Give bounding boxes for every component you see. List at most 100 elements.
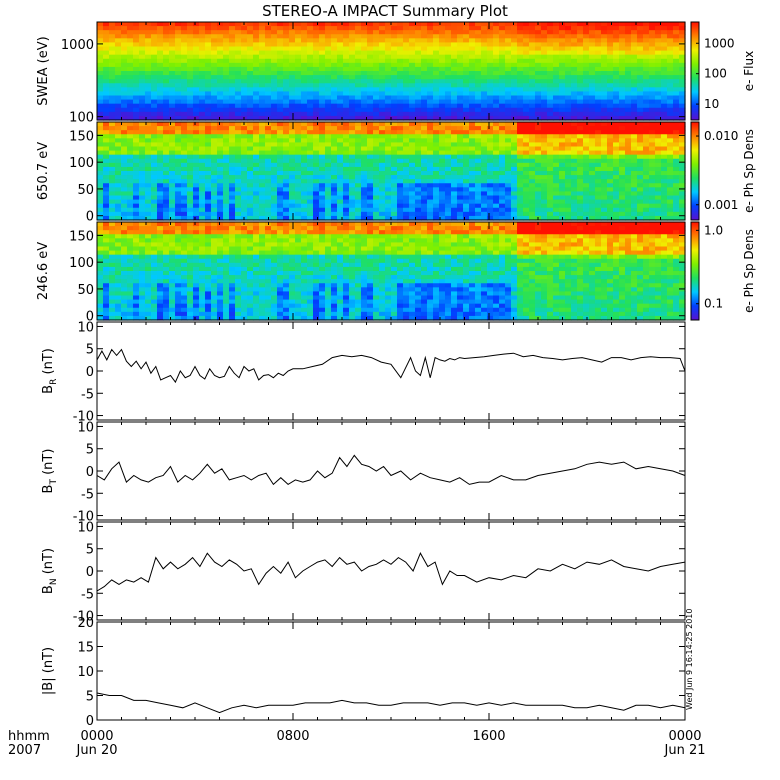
spectrogram-cell (133, 83, 140, 88)
spectrogram-cell (445, 103, 452, 109)
spectrogram-cell (499, 179, 506, 184)
spectrogram-cell (535, 50, 542, 56)
spectrogram-cell (655, 54, 662, 60)
spectrogram-cell (307, 207, 314, 213)
spectrogram-cell (337, 95, 344, 101)
spectrogram-cell (121, 183, 128, 188)
spectrogram-cell (319, 183, 326, 188)
spectrogram-cell (523, 26, 530, 31)
spectrogram-cell (445, 71, 452, 76)
spectrogram-cell (511, 142, 518, 148)
spectrogram-cell (337, 91, 344, 97)
spectrogram-cell (403, 171, 410, 176)
spectrogram-cell (631, 58, 638, 64)
spectrogram-cell (625, 99, 632, 105)
spectrogram-cell (121, 242, 128, 248)
spectrogram-cell (661, 154, 668, 160)
spectrogram-cell (493, 183, 500, 188)
spectrogram-cell (349, 211, 356, 217)
spectrogram-cell (367, 195, 374, 201)
spectrogram-cell (103, 199, 110, 205)
spectrogram-cell (169, 179, 176, 184)
spectrogram-cell (397, 30, 404, 35)
spectrogram-cell (553, 126, 560, 131)
spectrogram-cell (229, 46, 236, 52)
spectrogram-cell (97, 275, 104, 280)
spectrogram-cell (367, 87, 374, 93)
spectrogram-cell (619, 115, 626, 121)
spectrogram-cell (565, 99, 572, 105)
spectrogram-cell (421, 99, 428, 105)
spectrogram-cell (511, 158, 518, 164)
spectrogram-cell (445, 34, 452, 39)
spectrogram-cell (631, 75, 638, 80)
spectrogram-cell (307, 175, 314, 180)
spectrogram-cell (475, 199, 482, 205)
spectrogram-cell (253, 87, 260, 93)
spectrogram-cell (109, 175, 116, 180)
spectrogram-cell (115, 38, 122, 44)
spectrogram-cell (235, 207, 242, 213)
spectrogram-cell (151, 154, 158, 160)
spectrogram-cell (229, 42, 236, 48)
spectrogram-cell (529, 54, 536, 60)
spectrogram-cell (463, 62, 470, 68)
spectrogram-cell (193, 195, 200, 201)
spectrogram-cell (325, 99, 332, 105)
spectrogram-cell (523, 50, 530, 56)
spectrogram-cell (487, 211, 494, 217)
spectrogram-cell (277, 46, 284, 52)
spectrogram-cell (661, 150, 668, 156)
spectrogram-cell (643, 154, 650, 160)
spectrogram-cell (577, 111, 584, 117)
spectrogram-cell (457, 107, 464, 113)
spectrogram-cell (115, 299, 122, 305)
spectrogram-cell (511, 91, 518, 97)
spectrogram-cell (463, 30, 470, 35)
spectrogram-cell (673, 71, 680, 76)
spectrogram-cell (295, 54, 302, 60)
spectrogram-cell (253, 42, 260, 48)
spectrogram-cell (397, 71, 404, 76)
spectrogram-cell (637, 79, 644, 84)
spectrogram-cell (109, 195, 116, 201)
spectrogram-cell (289, 207, 296, 213)
spectrogram-cell (451, 134, 458, 139)
spectrogram-cell (121, 246, 128, 252)
spectrogram-cell (373, 191, 380, 197)
spectrogram-cell (427, 142, 434, 148)
spectrogram-cell (283, 71, 290, 76)
spectrogram-cell (283, 30, 290, 35)
spectrogram-cell (115, 58, 122, 64)
spectrogram-cell (619, 207, 626, 213)
spectrogram-cell (619, 95, 626, 101)
spectrogram-cell (571, 154, 578, 160)
spectrogram-cell (301, 134, 308, 139)
spectrogram-cell (673, 46, 680, 52)
spectrogram-cell (175, 183, 182, 188)
spectrogram-cell (421, 111, 428, 117)
spectrogram-cell (349, 150, 356, 156)
spectrogram-cell (217, 34, 224, 39)
spectrogram-cell (283, 75, 290, 80)
spectrogram-cell (127, 138, 134, 144)
spectrogram-cell (289, 42, 296, 48)
spectrogram-cell (361, 115, 368, 121)
spectrogram-cell (343, 66, 350, 72)
spectrogram-cell (541, 42, 548, 48)
spectrogram-cell (367, 34, 374, 39)
spectrogram-cell (97, 191, 104, 197)
spectrogram-cell (211, 162, 218, 168)
spectrogram-cell (313, 134, 320, 139)
spectrogram-cell (451, 50, 458, 56)
spectrogram-cell (583, 122, 590, 127)
spectrogram-cell (493, 179, 500, 184)
spectrogram-cell (415, 54, 422, 60)
spectrogram-cell (277, 42, 284, 48)
spectrogram-cell (307, 75, 314, 80)
spectrogram-cell (493, 203, 500, 209)
spectrogram-cell (439, 183, 446, 188)
spectrogram-cell (301, 215, 308, 221)
spectrogram-cell (535, 171, 542, 176)
spectrogram-cell (571, 42, 578, 48)
